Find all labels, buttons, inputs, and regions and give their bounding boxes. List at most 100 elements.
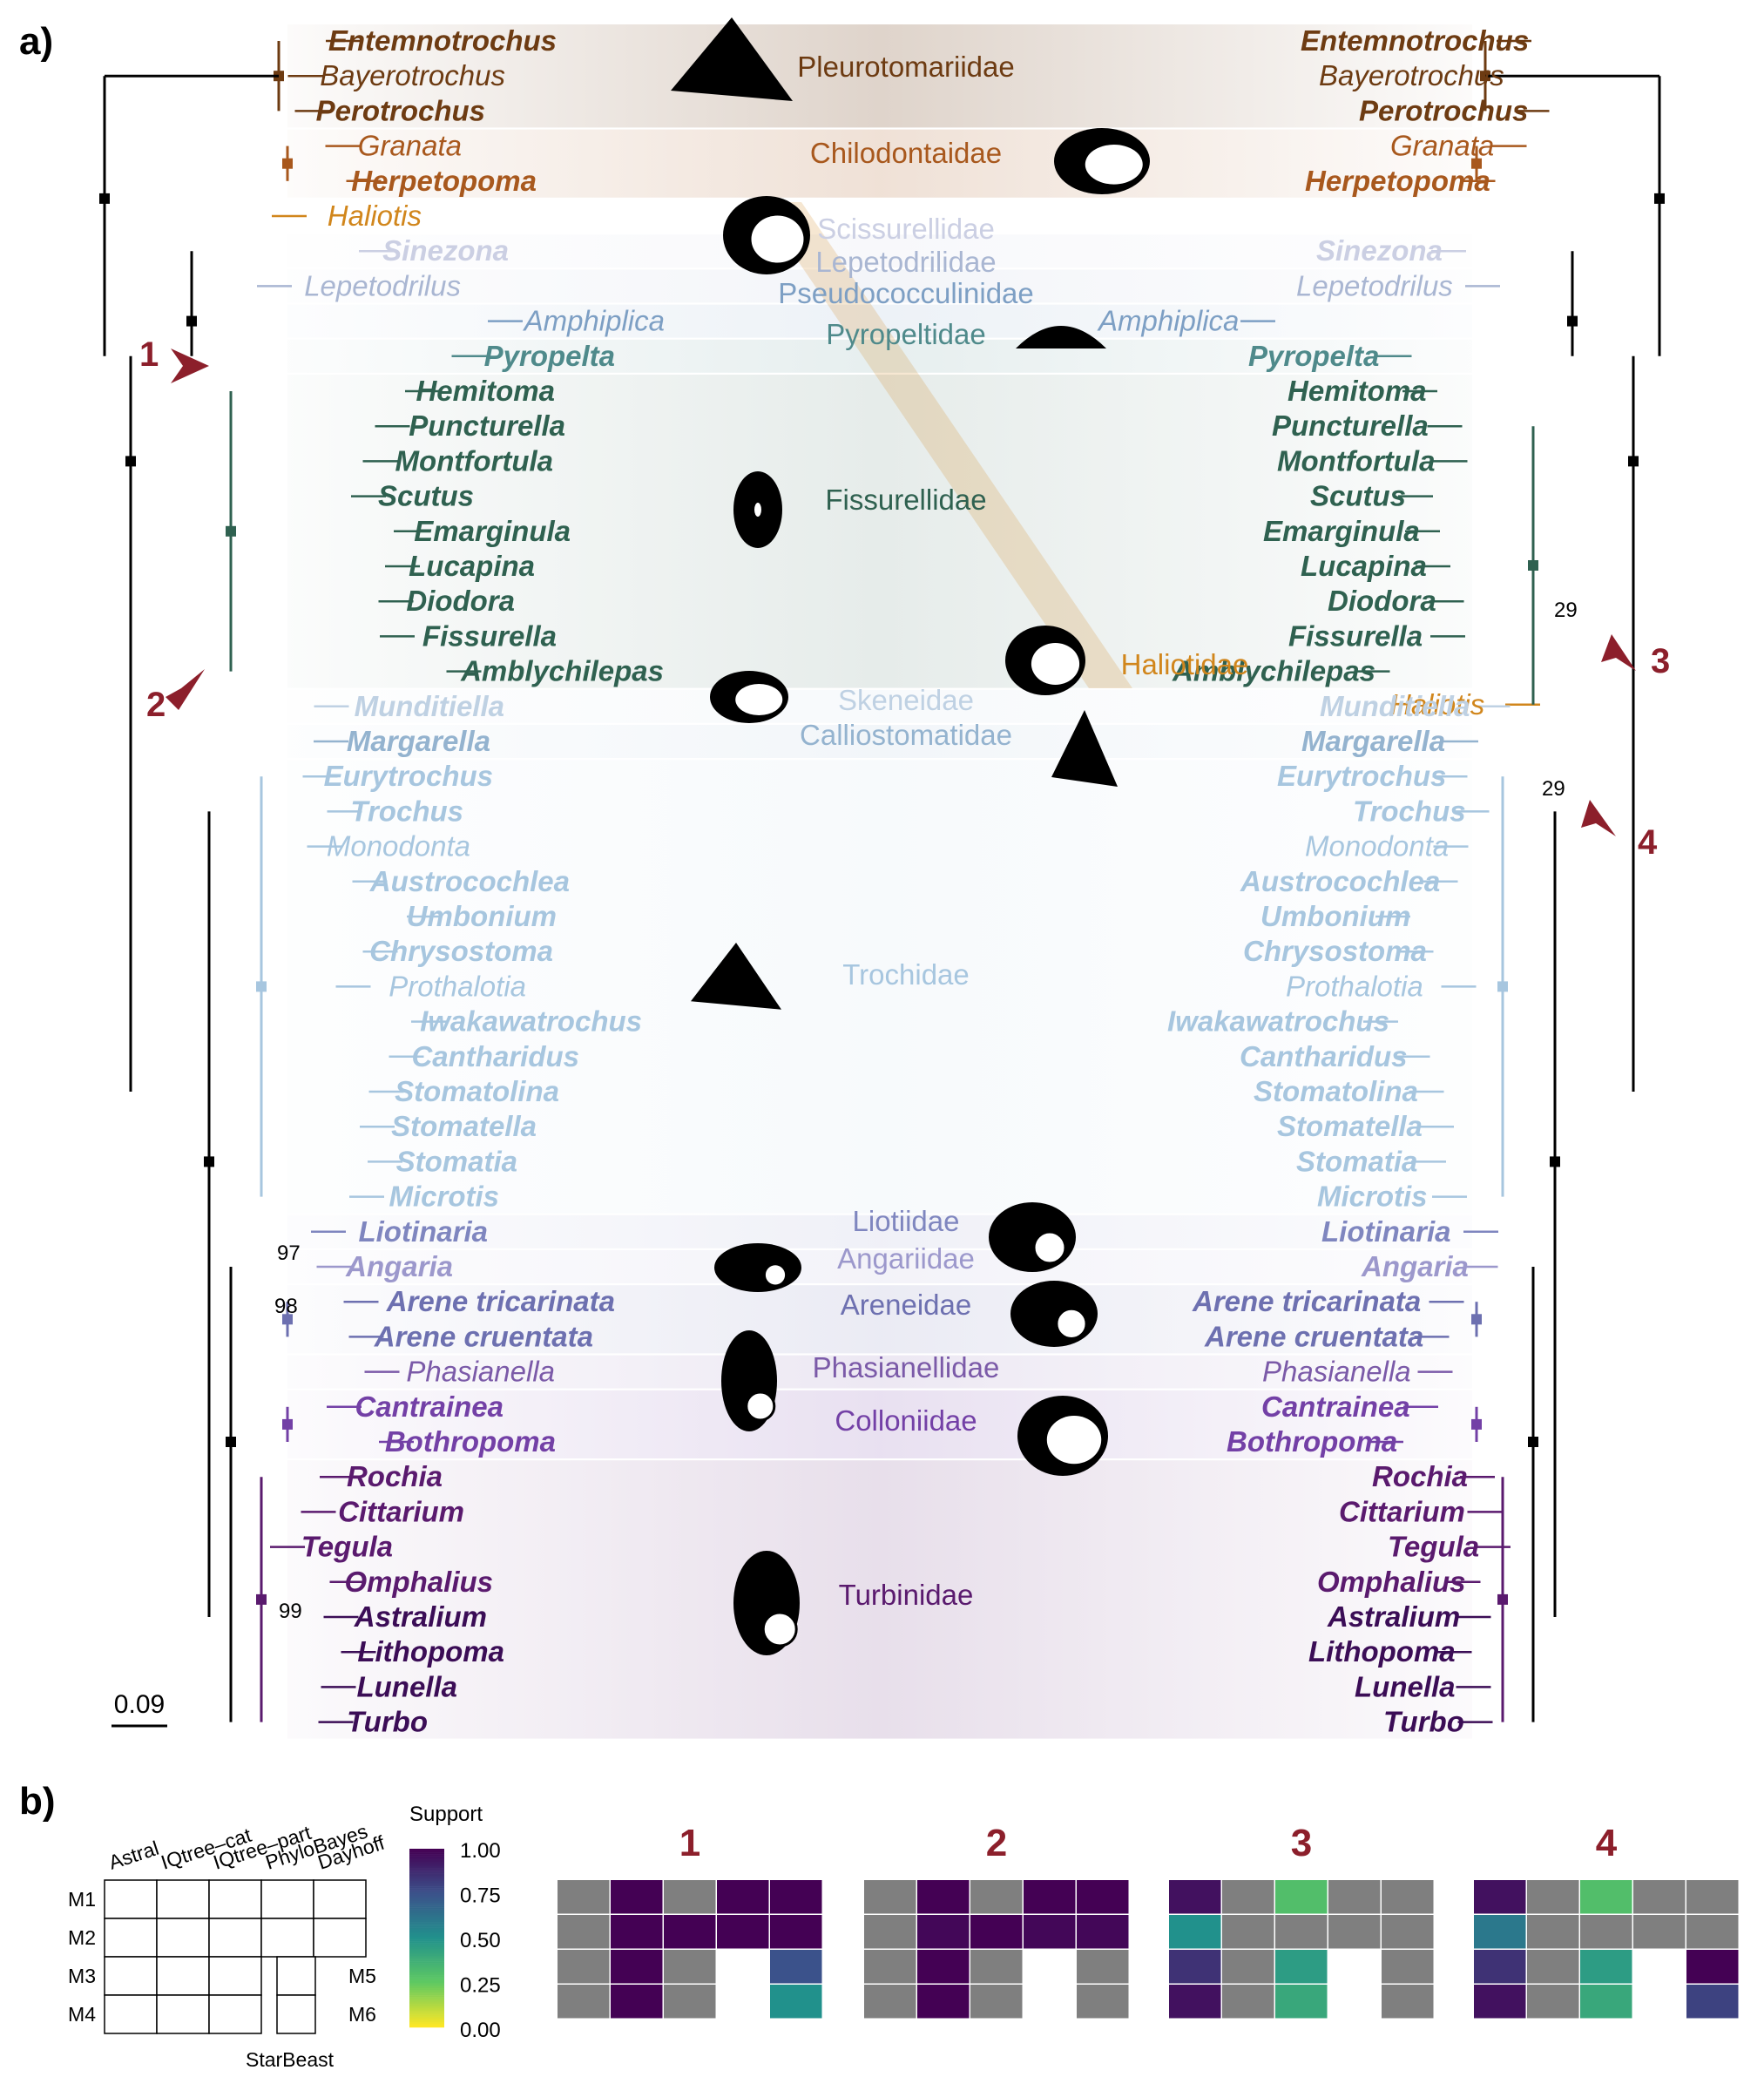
- legend-cell: [260, 1879, 314, 1919]
- shell-silhouette: [761, 1611, 798, 1647]
- right-taxon-label: Scutus: [1310, 480, 1406, 512]
- heatmap-cell: [1633, 1915, 1686, 1949]
- shell-silhouette: [751, 215, 804, 263]
- right-taxon-label: Eurytrochus: [1277, 760, 1446, 792]
- left-taxon-label: Perotrochus: [316, 94, 485, 126]
- right-taxon-label: Fissurella: [1288, 619, 1423, 652]
- right-taxon-label: Angaria: [1361, 1250, 1469, 1282]
- left-taxon-label: Cantrainea: [355, 1390, 504, 1423]
- right-taxon-label: Pyropelta: [1248, 340, 1379, 372]
- family-label: Haliotidae: [1121, 648, 1249, 680]
- colorbar-segment: [409, 1968, 444, 1971]
- right-taxon-label: Montfortula: [1277, 444, 1435, 477]
- colorbar-segment: [409, 1977, 444, 1979]
- left-taxon-label: Herpetopoma: [351, 165, 537, 197]
- heatmap-cell: [1686, 1880, 1739, 1914]
- right-taxon-label: Margarella: [1301, 725, 1445, 757]
- colorbar-segment: [409, 2021, 444, 2025]
- heatmap-cell: [1527, 1950, 1579, 1984]
- family-label: Phasianellidae: [813, 1351, 1000, 1384]
- left-taxon-label: Hemitoma: [416, 375, 555, 407]
- legend-row-label: M3: [68, 1965, 96, 1987]
- arrow-label: 2: [146, 686, 166, 724]
- heatmap-cell: [1382, 1880, 1434, 1914]
- colorbar-segment: [409, 1875, 444, 1878]
- colorbar-segment: [409, 1877, 444, 1880]
- right-node: [1471, 1418, 1482, 1430]
- colorbar-segment: [409, 1911, 444, 1914]
- family-band: [287, 1460, 1472, 1739]
- legend-cell: [208, 1918, 262, 1958]
- heatmap-cell: [1328, 1915, 1381, 1949]
- heatmap-cell: [611, 1880, 663, 1914]
- colorbar-tick-label: 0.00: [460, 2019, 501, 2042]
- right-taxon-label: Arene cruentata: [1204, 1320, 1423, 1352]
- colorbar-segment: [409, 1934, 444, 1937]
- shell-silhouette: [745, 1390, 776, 1422]
- left-taxon-label: Cittarium: [338, 1495, 464, 1527]
- arrowhead-4: [1581, 800, 1616, 836]
- colorbar-segment: [409, 1946, 444, 1950]
- heatmap-cell: [611, 1985, 663, 2019]
- colorbar-segment: [409, 1995, 444, 1998]
- colorbar-segment: [409, 1973, 444, 1976]
- legend-cell: [156, 1956, 210, 1996]
- colorbar-segment: [409, 1961, 444, 1964]
- colorbar-segment: [409, 1866, 444, 1869]
- right-tree: [1240, 39, 1665, 1723]
- left-taxon-label: Lepetodrilus: [304, 269, 461, 301]
- colorbar-segment: [409, 1950, 444, 1953]
- colorbar-segment: [409, 1914, 444, 1918]
- heatmap-cell: [1275, 1880, 1328, 1914]
- left-taxon-label: Arene tricarinata: [386, 1285, 615, 1317]
- right-taxon-label: Lucapina: [1301, 550, 1427, 582]
- heatmap-label: 4: [1596, 1822, 1618, 1864]
- colorbar-segment: [409, 1987, 444, 1991]
- heatmap-cell: [864, 1880, 916, 1914]
- heatmap-cell: [1382, 1950, 1434, 1984]
- colorbar-segment: [409, 1852, 444, 1855]
- left-taxon-label: Liotinaria: [358, 1215, 488, 1248]
- colorbar-segment: [409, 2023, 444, 2026]
- left-taxon-label: Stomatella: [391, 1110, 537, 1142]
- left-taxon-label: Microtis: [389, 1181, 499, 1213]
- legend-cell: [104, 1994, 158, 2034]
- colorbar-segment: [409, 1850, 444, 1853]
- right-taxon-label: Entemnotrochus: [1301, 24, 1529, 57]
- family-label: Liotiidae: [853, 1205, 960, 1237]
- right-taxon-label: Stomatolina: [1254, 1075, 1418, 1107]
- colorbar-segment: [409, 1986, 444, 1989]
- family-band: [287, 689, 1472, 723]
- colorbar-segment: [409, 1880, 444, 1884]
- colorbar-segment: [409, 1900, 444, 1903]
- colorbar-segment: [409, 1909, 444, 1911]
- family-label: Lepetodrilidae: [815, 246, 996, 278]
- family-label: Pleurotomariidae: [797, 51, 1014, 83]
- colorbar-segment: [409, 1980, 444, 1983]
- left-taxon-label: Munditiella: [355, 690, 504, 722]
- heatmap-cell: [1474, 1915, 1526, 1949]
- colorbar-segment: [409, 1982, 444, 1986]
- left-taxon-label: Eurytrochus: [324, 760, 493, 792]
- left-taxon-label: Iwakawatrochus: [420, 1005, 642, 1038]
- left-taxon-label: Scutus: [378, 480, 474, 512]
- heatmap-cell: [970, 1950, 1023, 1984]
- family-band: [287, 1390, 1472, 1458]
- colorbar-segment: [409, 1948, 444, 1952]
- colorbar-segment: [409, 1920, 444, 1923]
- heatmap-cell: [864, 1950, 916, 1984]
- heatmap-cell: [1686, 1950, 1739, 1984]
- heatmap-cell: [1275, 1950, 1328, 1984]
- colorbar-segment: [409, 2007, 444, 2010]
- legend-starbeast-label: StarBeast: [246, 2048, 335, 2071]
- heatmap-cell: [664, 1880, 716, 1914]
- trees: [99, 39, 1665, 1723]
- left-node: [204, 1156, 214, 1167]
- arrow-label: 4: [1638, 823, 1658, 862]
- family-band: [287, 269, 1472, 303]
- colorbar-segment: [409, 1956, 444, 1959]
- heatmap-cell: [1222, 1950, 1274, 1984]
- left-tree: [99, 39, 523, 1723]
- legend-row-label: M5: [348, 1965, 376, 1987]
